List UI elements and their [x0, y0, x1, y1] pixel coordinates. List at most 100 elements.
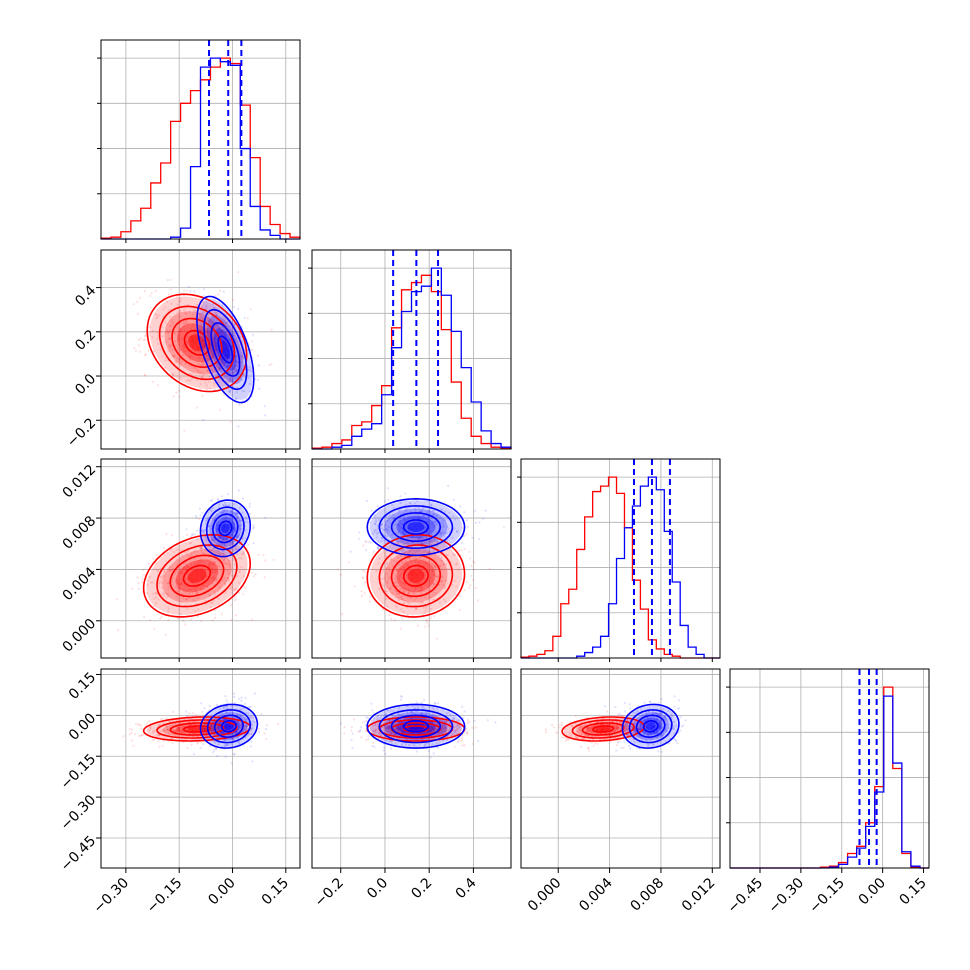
sample-point — [383, 500, 386, 503]
sample-point — [399, 574, 402, 578]
sample-point — [235, 516, 239, 519]
contour-line — [156, 544, 238, 608]
sample-point — [234, 355, 237, 358]
sample-point — [182, 592, 185, 596]
sample-point — [215, 365, 218, 368]
sample-point — [202, 362, 205, 365]
sample-point — [440, 508, 443, 511]
sample-point — [401, 726, 404, 730]
sample-point — [358, 730, 361, 733]
sample-point — [410, 711, 413, 714]
sample-point — [438, 601, 441, 604]
sample-point — [208, 724, 211, 727]
sample-point — [249, 705, 252, 709]
sample-point — [227, 577, 230, 580]
sample-point — [388, 561, 391, 564]
sample-point — [156, 316, 159, 319]
sample-point — [460, 549, 463, 552]
sample-point — [434, 565, 437, 568]
sample-point — [471, 726, 474, 730]
sample-point — [217, 725, 221, 728]
sample-point — [219, 369, 222, 372]
sample-point — [217, 497, 220, 500]
sample-point — [140, 727, 143, 730]
sample-point — [144, 724, 147, 727]
sample-point — [439, 731, 442, 735]
sample-point — [417, 556, 420, 559]
sample-point — [414, 587, 417, 590]
sample-point — [403, 532, 406, 535]
sample-point — [440, 559, 443, 562]
sample-point — [431, 570, 434, 573]
sample-point — [235, 588, 238, 591]
sample-point — [227, 579, 230, 582]
sample-point — [229, 604, 233, 607]
sample-point — [434, 583, 437, 586]
sample-point — [191, 533, 194, 537]
sample-point — [438, 741, 441, 744]
sample-point — [398, 725, 401, 729]
sample-point — [374, 730, 377, 733]
sample-point — [223, 331, 226, 334]
sample-point — [184, 589, 188, 592]
sample-point — [193, 599, 196, 602]
sample-point — [385, 590, 388, 594]
sample-point — [429, 728, 432, 731]
sample-point — [419, 601, 422, 605]
sample-point — [235, 731, 238, 734]
sample-point — [433, 573, 436, 577]
sample-point — [358, 531, 361, 534]
sample-point — [234, 529, 237, 532]
sample-point — [384, 713, 387, 716]
sample-point — [380, 537, 383, 540]
sample-point — [419, 542, 422, 545]
sample-point — [150, 292, 153, 295]
sample-point — [165, 592, 168, 595]
sample-point — [494, 721, 497, 724]
sample-point — [235, 339, 238, 342]
sample-point — [435, 742, 438, 745]
sample-point — [239, 527, 242, 530]
sample-point — [247, 720, 250, 724]
sample-point — [236, 575, 239, 578]
sample-point — [137, 587, 140, 590]
sample-point — [219, 721, 222, 724]
sample-point — [442, 586, 445, 589]
sample-point — [425, 536, 428, 540]
sample-point — [174, 340, 177, 343]
contour-line — [390, 714, 442, 739]
sample-point — [461, 705, 464, 709]
sample-point — [420, 537, 423, 540]
sample-point — [199, 329, 202, 332]
sample-point — [403, 542, 406, 545]
sample-point — [435, 540, 438, 543]
sample-point — [251, 348, 254, 351]
sample-point — [422, 706, 425, 709]
sample-point — [200, 588, 203, 591]
sample-point — [458, 594, 461, 597]
sample-point — [417, 707, 420, 710]
sample-point — [414, 508, 417, 511]
sample-point — [256, 354, 260, 357]
sample-point — [198, 371, 202, 374]
sample-point — [185, 312, 188, 315]
sample-point — [442, 520, 445, 523]
sample-point — [222, 538, 225, 541]
sample-point — [188, 591, 191, 594]
sample-point — [403, 582, 406, 586]
sample-point — [216, 352, 220, 355]
sample-point — [199, 546, 202, 549]
sample-point — [270, 328, 273, 331]
sample-point — [177, 581, 180, 584]
sample-point — [161, 577, 164, 580]
sample-point — [416, 516, 419, 519]
sample-point — [398, 510, 401, 513]
sample-point — [209, 549, 212, 552]
sample-point — [236, 386, 239, 389]
sample-point — [410, 710, 413, 714]
sample-point — [174, 360, 177, 363]
sample-point — [428, 731, 431, 734]
sample-point — [209, 744, 212, 748]
sample-point — [207, 565, 211, 568]
sample-point — [364, 581, 367, 584]
